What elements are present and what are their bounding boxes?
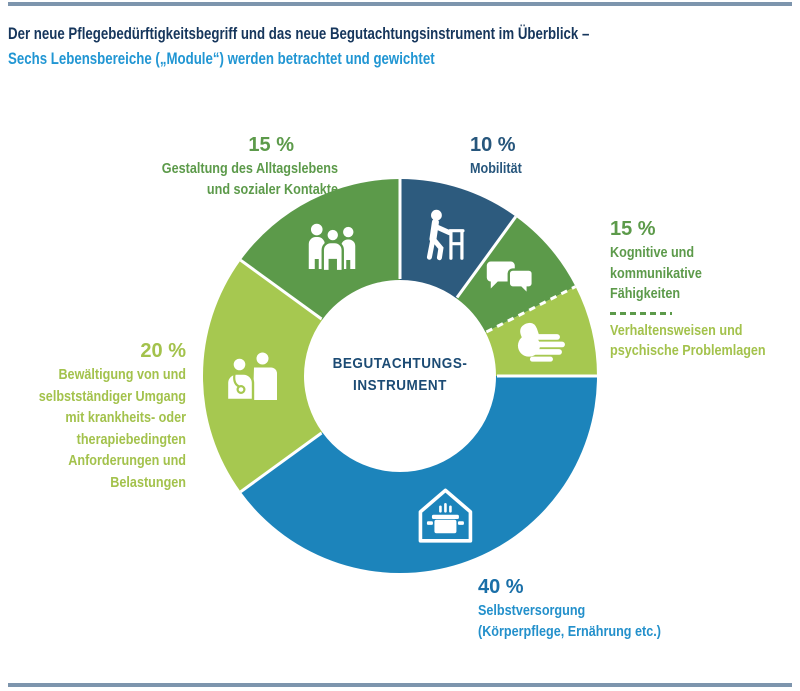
callout-kognitive-faehigkeiten: 15 % Kognitive und kommunikative Fähigke… xyxy=(610,217,800,362)
callout-gestaltung-alltagsleben: 15 % Gestaltung des Alltagslebens und so… xyxy=(98,133,338,200)
callout-selbstversorgung: 40 % Selbstversorgung (Körperpflege, Ern… xyxy=(478,575,738,642)
person-with-walker-icon xyxy=(426,209,465,261)
chart-center-label: BEGUTACHTUNGS- INSTRUMENT xyxy=(332,355,468,394)
page-title: Der neue Pflegebedürftigkeitsbegriff und… xyxy=(8,21,589,71)
callout-bewaeltigung-text: Bewältigung von und selbstständiger Umga… xyxy=(38,367,186,491)
segment-divider xyxy=(239,258,323,321)
callout-kognitive-pct: 15 % xyxy=(610,218,656,240)
callout-kognitive-text: Kognitive und kommunikative Fähigkeiten xyxy=(610,245,702,302)
callout-mobilitaet-pct: 10 % xyxy=(470,134,516,156)
title-line-1: Der neue Pflegebedürftigkeitsbegriff und… xyxy=(8,24,590,43)
donut-segment-selbstversorgung xyxy=(240,376,597,574)
donut-segment-verhaltensweisen xyxy=(485,286,597,376)
segment-divider xyxy=(455,215,518,299)
donut-segment-mobilitaet xyxy=(400,179,516,299)
callout-selbstversorgung-pct: 40 % xyxy=(478,576,524,598)
bottom-rule xyxy=(8,683,792,687)
segment-divider xyxy=(239,431,323,494)
doctor-patient-icon xyxy=(225,352,277,402)
top-rule xyxy=(8,2,792,6)
callout-mobilitaet: 10 % Mobilität xyxy=(470,133,670,180)
callout-mobilitaet-text: Mobilität xyxy=(470,161,522,177)
title-line-2: Sechs Lebensbereiche („Module“) werden b… xyxy=(8,49,435,68)
callout-gestaltung-pct: 15 % xyxy=(248,134,294,156)
segment-divider-dashed xyxy=(485,285,577,334)
callout-verhaltensweisen-text: Verhaltensweisen und psychische Probleml… xyxy=(610,322,766,360)
house-cooking-pot-icon xyxy=(418,488,473,543)
callout-selbstversorgung-text: Selbstversorgung (Körperpflege, Ernährun… xyxy=(478,603,661,640)
speech-bubbles-icon xyxy=(486,261,534,298)
people-group-icon xyxy=(308,223,356,273)
callout-gestaltung-text: Gestaltung des Alltagslebens und soziale… xyxy=(161,161,338,198)
open-hand-icon xyxy=(517,322,565,362)
callout-bewaeltigung-pct: 20 % xyxy=(140,340,186,362)
callout-bewaeltigung: 20 % Bewältigung von und selbstständiger… xyxy=(6,339,186,494)
dashed-divider xyxy=(610,311,672,315)
donut-chart xyxy=(202,179,597,574)
